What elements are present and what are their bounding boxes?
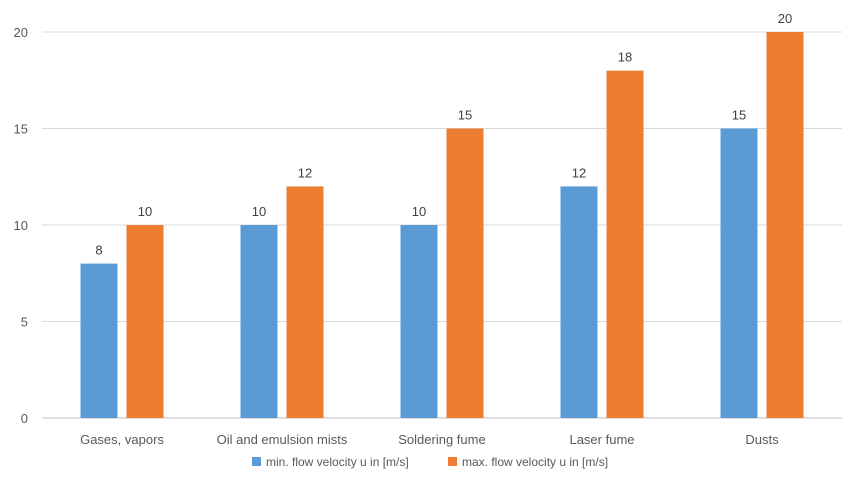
bar-min-0 bbox=[80, 263, 118, 418]
x-tick-label: Oil and emulsion mists bbox=[217, 432, 348, 447]
data-label: 15 bbox=[458, 108, 472, 123]
x-tick-label: Dusts bbox=[745, 432, 779, 447]
bar-max-2 bbox=[446, 128, 484, 418]
bars bbox=[80, 32, 804, 418]
bar-min-2 bbox=[400, 225, 438, 418]
data-label: 10 bbox=[252, 204, 266, 219]
bar-max-0 bbox=[126, 225, 164, 418]
data-label: 18 bbox=[618, 50, 632, 65]
y-tick-label: 15 bbox=[14, 122, 28, 137]
data-label: 12 bbox=[572, 165, 586, 180]
bar-min-3 bbox=[560, 186, 598, 418]
x-tick-label: Laser fume bbox=[569, 432, 634, 447]
x-tick-label: Gases, vapors bbox=[80, 432, 164, 447]
bar-max-1 bbox=[286, 186, 324, 418]
y-tick-label: 20 bbox=[14, 25, 28, 40]
data-label: 10 bbox=[138, 204, 152, 219]
bar-min-1 bbox=[240, 225, 278, 418]
data-labels: 8 10 10 12 15 10 12 15 18 20 bbox=[95, 11, 792, 258]
legend-label: min. flow velocity u in [m/s] bbox=[266, 455, 409, 469]
legend-swatch bbox=[252, 457, 261, 466]
data-label: 20 bbox=[778, 11, 792, 26]
data-label: 15 bbox=[732, 108, 746, 123]
legend-swatch bbox=[448, 457, 457, 466]
bar-max-4 bbox=[766, 32, 804, 418]
legend: min. flow velocity u in [m/s] max. flow v… bbox=[252, 455, 608, 469]
data-label: 12 bbox=[298, 165, 312, 180]
x-tick-label: Soldering fume bbox=[398, 432, 485, 447]
legend-label: max. flow velocity u in [m/s] bbox=[462, 455, 608, 469]
y-tick-label: 10 bbox=[14, 218, 28, 233]
y-tick-label: 0 bbox=[21, 411, 28, 426]
data-label: 8 bbox=[95, 243, 102, 258]
gridlines bbox=[42, 31, 842, 419]
y-tick-label: 5 bbox=[21, 315, 28, 330]
axes: 0 5 10 15 20 Gases, vapors Oil and emulsion mi… bbox=[14, 25, 780, 447]
bar-min-4 bbox=[720, 128, 758, 418]
bar-max-3 bbox=[606, 70, 644, 418]
data-label: 10 bbox=[412, 204, 426, 219]
